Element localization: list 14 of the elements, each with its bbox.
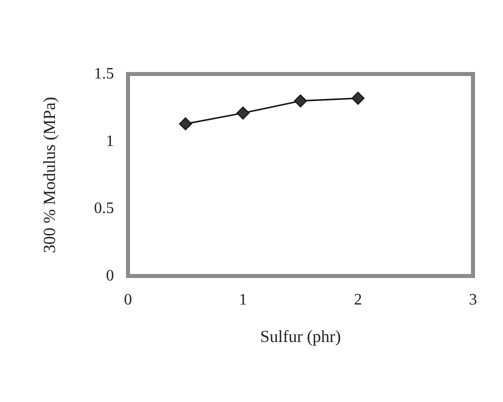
y-tick-label: 0 xyxy=(106,268,114,284)
y-tick-label: 1.5 xyxy=(94,66,114,82)
x-tick-label: 3 xyxy=(469,292,477,308)
x-axis-title: Sulfur (phr) xyxy=(260,327,341,346)
y-tick-label: 0.5 xyxy=(94,200,114,218)
y-axis-title: 300 % Modulus (MPa) xyxy=(40,96,59,254)
point xyxy=(179,117,192,130)
x-tick-label: 2 xyxy=(354,292,362,308)
y-tick-label: 1 xyxy=(106,132,114,150)
x-tick-label: 1 xyxy=(239,292,247,308)
point xyxy=(236,106,250,120)
point xyxy=(294,94,307,108)
point xyxy=(352,92,364,105)
x-tick-label: 0 xyxy=(124,292,132,308)
